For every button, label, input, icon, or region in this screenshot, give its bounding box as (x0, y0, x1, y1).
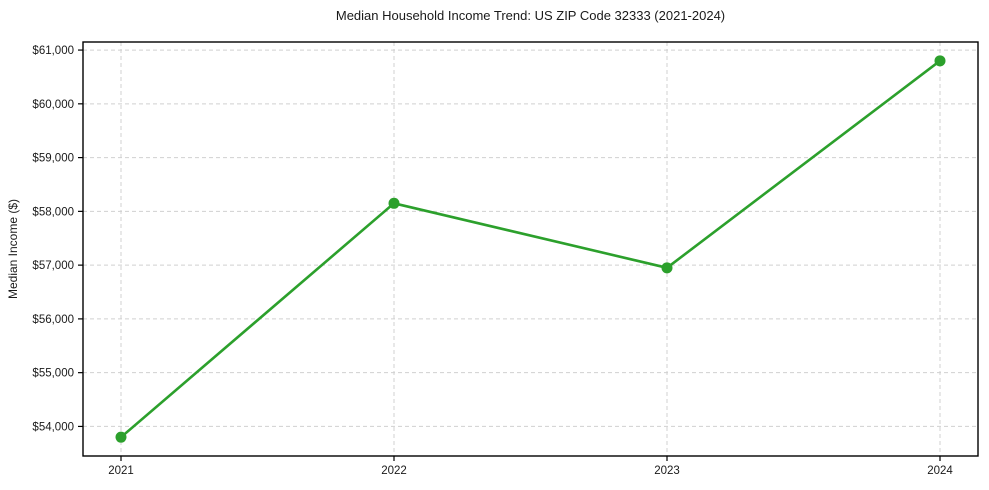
x-tick-label: 2023 (654, 465, 680, 477)
data-point (388, 197, 400, 209)
y-tick-label: $55,000 (32, 368, 74, 380)
y-tick-label: $56,000 (32, 314, 74, 326)
data-point (661, 262, 673, 274)
y-tick-label: $58,000 (32, 206, 74, 218)
data-point (115, 431, 127, 443)
x-tick-label: 2022 (381, 465, 407, 477)
x-tick-label: 2024 (927, 465, 953, 477)
y-axis-label: Median Income ($) (6, 199, 20, 299)
plot-border (82, 41, 979, 457)
y-tick-label: $57,000 (32, 260, 74, 272)
y-tick-label: $60,000 (32, 99, 74, 111)
x-tick-label: 2021 (108, 465, 134, 477)
data-point (934, 55, 946, 67)
chart-title: Median Household Income Trend: US ZIP Co… (335, 8, 726, 23)
trend-line (120, 59, 941, 439)
y-tick-label: $54,000 (32, 421, 74, 433)
y-tick-label: $61,000 (32, 45, 74, 57)
y-tick-label: $59,000 (32, 153, 74, 165)
